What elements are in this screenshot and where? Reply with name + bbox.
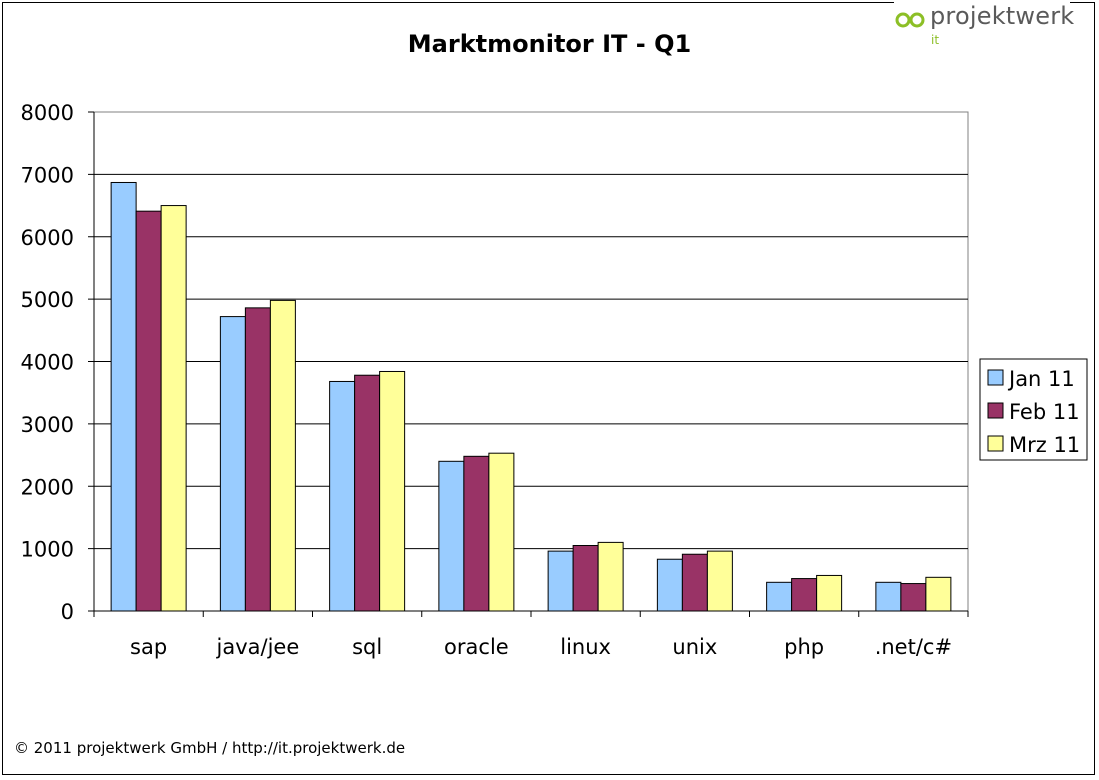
bar-jan-11 [547, 550, 574, 612]
bar-feb-11 [900, 583, 927, 612]
copyright-footer: © 2011 projektwerk GmbH / http://it.proj… [14, 739, 406, 757]
x-tick-label: unix [672, 635, 717, 659]
y-tick-label: 0 [61, 600, 74, 624]
x-tick-label: .net/c# [875, 635, 952, 659]
legend-label: Mrz 11 [1009, 433, 1080, 457]
bar-feb-11 [791, 578, 818, 612]
y-tick-label: 7000 [21, 163, 74, 187]
y-tick-label: 1000 [21, 538, 74, 562]
legend-swatch [987, 369, 1004, 386]
bar-feb-11 [244, 307, 271, 612]
bar-feb-11 [354, 374, 381, 612]
y-tick-label: 4000 [21, 351, 74, 375]
legend-label: Feb 11 [1009, 400, 1080, 424]
x-tick-label: sql [352, 635, 382, 659]
bar-jan-11 [329, 380, 356, 612]
logo-sub: it [931, 33, 940, 47]
y-tick-label: 2000 [21, 475, 74, 499]
bar-feb-11 [572, 545, 599, 612]
bar-feb-11 [681, 553, 708, 612]
x-tick-label: linux [560, 635, 611, 659]
bar-mrz-11 [597, 541, 624, 612]
bar-mrz-11 [816, 574, 843, 612]
bar-jan-11 [656, 558, 683, 612]
bar-mrz-11 [160, 205, 187, 612]
bar-feb-11 [463, 455, 490, 612]
bar-mrz-11 [925, 576, 952, 612]
y-tick-label: 3000 [21, 413, 74, 437]
bar-mrz-11 [706, 550, 733, 612]
y-tick-label: 6000 [21, 226, 74, 250]
bar-feb-11 [135, 210, 162, 612]
chart-title: Marktmonitor IT - Q1 [407, 30, 692, 58]
y-tick-label: 8000 [21, 101, 74, 125]
y-tick-label: 5000 [21, 288, 74, 312]
x-tick-label: php [784, 635, 824, 659]
bar-mrz-11 [269, 299, 296, 612]
legend-swatch [987, 402, 1004, 419]
x-tick-label: sap [130, 635, 167, 659]
legend-label: Jan 11 [1007, 367, 1075, 391]
bar-jan-11 [875, 581, 902, 612]
x-tick-label: java/jee [216, 635, 300, 659]
bar-jan-11 [219, 316, 246, 612]
bar-mrz-11 [379, 370, 406, 612]
projektwerk-logo: projektwerk it [894, 2, 1074, 50]
logo-rings-icon [895, 12, 925, 28]
bar-jan-11 [766, 581, 793, 612]
bar-jan-11 [438, 460, 465, 612]
x-tick-label: oracle [444, 635, 509, 659]
bar-jan-11 [110, 181, 137, 612]
bar-mrz-11 [488, 452, 515, 612]
logo-name: projektwerk [930, 2, 1075, 30]
legend-swatch [987, 435, 1004, 452]
